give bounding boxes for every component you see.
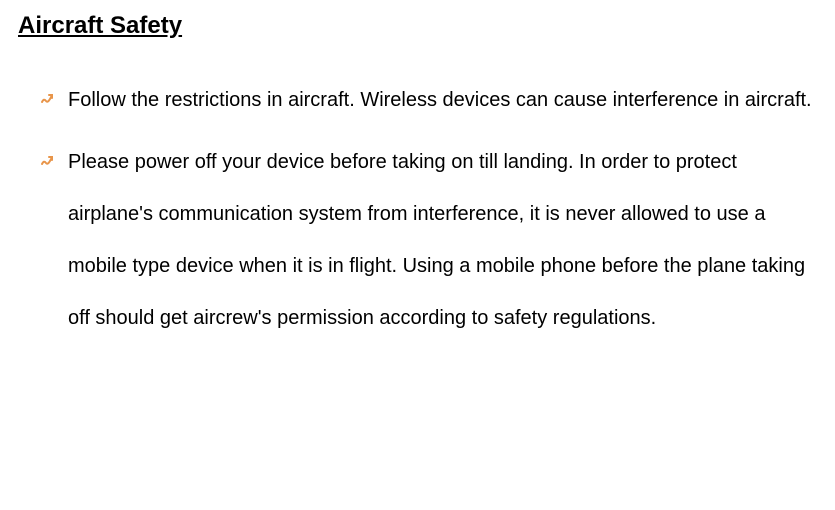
list-item: Follow the restrictions in aircraft. Wir… [40,74,825,126]
list-item-text: Follow the restrictions in aircraft. Wir… [68,74,825,126]
section-heading: Aircraft Safety [18,12,825,40]
safety-list: Follow the restrictions in aircraft. Wir… [18,74,825,344]
list-item: Please power off your device before taki… [40,136,825,344]
bullet-icon [40,154,54,168]
bullet-icon [40,92,54,106]
list-item-text: Please power off your device before taki… [68,136,825,344]
